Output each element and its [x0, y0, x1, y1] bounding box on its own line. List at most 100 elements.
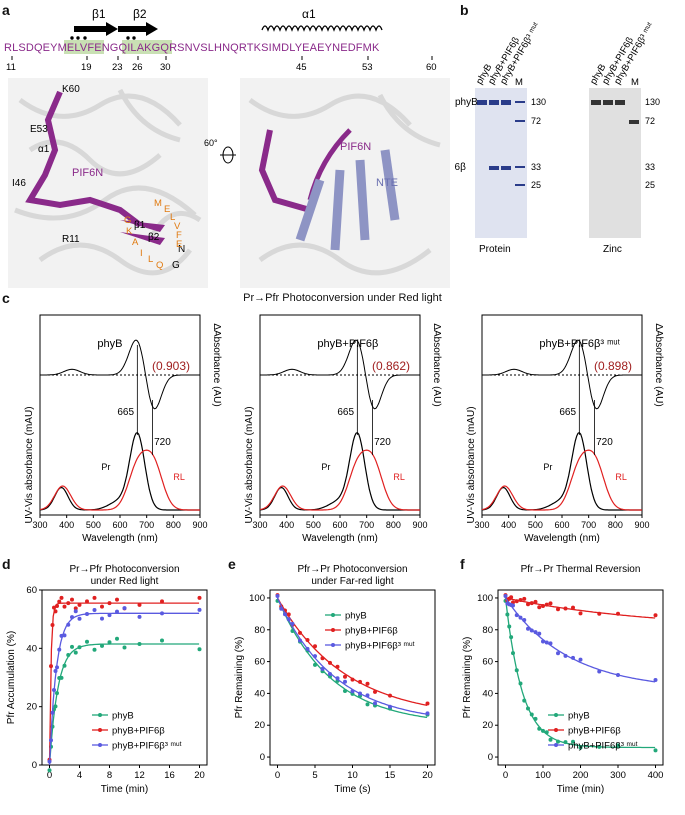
residue: Q	[156, 260, 163, 271]
mw: 33	[531, 162, 541, 172]
fit-line	[504, 597, 656, 683]
panel-letter-a: a	[2, 2, 10, 18]
data-point	[328, 672, 332, 677]
data-point	[541, 639, 545, 644]
data-point	[518, 681, 523, 686]
data-point	[77, 602, 82, 607]
x-tick-label: 20	[194, 770, 205, 781]
peak-label-720: 720	[154, 437, 171, 448]
y-tick-label: 80	[254, 625, 265, 636]
data-point	[335, 676, 340, 681]
x-tick-label: 100	[535, 770, 551, 781]
mw: 25	[531, 180, 541, 190]
data-point	[578, 611, 583, 616]
data-point	[73, 650, 78, 655]
data-point	[526, 602, 530, 607]
data-point	[160, 599, 164, 604]
difference-spectrum	[482, 339, 642, 410]
data-point	[388, 693, 392, 698]
dot	[132, 36, 136, 40]
spectrum-subpanel: 300 400 500 600 700 800 900 Wavelength (nm) UV-V…	[24, 314, 222, 544]
x-tick-label: 600	[332, 520, 347, 530]
label-beta1: β1	[134, 220, 146, 231]
data-point	[533, 716, 538, 721]
label-e53: E53	[30, 124, 48, 135]
data-point	[343, 674, 347, 679]
beta1-label: β1	[92, 7, 106, 21]
data-point	[653, 613, 658, 618]
data-point	[616, 743, 620, 748]
label-nte: NTE	[376, 177, 398, 189]
y-tick-label: 20	[482, 720, 493, 731]
data-point	[537, 726, 542, 731]
x-tick-label: 0	[275, 770, 280, 781]
seq-num: 11	[6, 62, 16, 73]
x-tick-label: 700	[581, 520, 596, 530]
lane-label: M	[631, 77, 639, 88]
dot	[126, 36, 130, 40]
panel-a: β1 β2 α1 RLSDQEYMELVFENGQILAKGQRSNVSLHNQ…	[4, 7, 450, 288]
data-point	[115, 609, 119, 614]
x-tick-label: 300	[474, 520, 489, 530]
beta2-arrow	[118, 22, 158, 36]
x-tick-label: 800	[608, 520, 623, 530]
x-tick-label: 10	[347, 770, 358, 781]
x-tick-label: 12	[134, 770, 145, 781]
protein-gel	[475, 88, 527, 238]
data-point	[511, 651, 515, 656]
subpanel-title: phyB	[97, 338, 122, 350]
seq-num: 26	[132, 62, 143, 73]
nte-helices	[295, 149, 400, 251]
data-point	[503, 594, 508, 599]
data-point	[122, 606, 127, 611]
residue: V	[174, 221, 181, 232]
data-point	[616, 611, 620, 616]
sequence: RLSDQEYMELVFENGQILAKGQRSNVSLHNQRTKSIMDLY…	[4, 42, 380, 54]
panel-letter-e: e	[228, 556, 236, 572]
mw-markers-zinc: 130 72 33 25	[645, 97, 660, 190]
x-tick-label: 0	[47, 770, 52, 781]
alpha1-coil	[261, 25, 383, 32]
residue: E	[176, 239, 182, 250]
caption-zinc: Zinc	[603, 244, 622, 255]
x-tick-label: 400	[501, 520, 516, 530]
data-point	[298, 638, 302, 643]
pif6n-backbone	[25, 90, 142, 228]
data-point	[533, 630, 538, 635]
data-point	[47, 759, 52, 764]
x-tick-label: 300	[32, 520, 47, 530]
data-point	[373, 701, 377, 706]
dot	[76, 36, 80, 40]
x-tick-label: 5	[312, 770, 317, 781]
data-point	[653, 677, 658, 682]
beta2-highlight	[122, 40, 172, 54]
x-axis-label: Wavelength (nm)	[302, 533, 378, 544]
beta2-label: β2	[133, 7, 147, 21]
x-tick-label: 16	[164, 770, 175, 781]
legend-label: phyB	[568, 711, 590, 722]
zinc-lane-labels: phyB phyB+PIF6β phyB+PIF6β³ ᵐᵘᵗ M	[588, 21, 656, 88]
data-point	[92, 608, 97, 613]
data-point	[70, 644, 74, 649]
data-point	[518, 598, 523, 603]
data-point	[365, 681, 370, 686]
data-point	[556, 651, 560, 656]
fit-line	[48, 612, 200, 766]
seq-num: 60	[426, 62, 437, 73]
data-point	[107, 640, 112, 645]
legend-marker	[331, 628, 335, 632]
x-axis-label: Time (s)	[334, 784, 370, 795]
pr-spectrum	[481, 431, 642, 511]
legend-marker	[331, 613, 335, 617]
x-axis-label: Wavelength (nm)	[82, 533, 158, 544]
data-point	[283, 612, 287, 617]
spectrum-subpanel: 300 400 500 600 700 800 900 Wavelength (nm) UV-V…	[244, 314, 442, 544]
data-point	[197, 607, 202, 612]
legend-marker	[98, 743, 102, 747]
x-tick-label: 400	[648, 770, 664, 781]
data-point	[563, 740, 568, 745]
panel-letter-c: c	[2, 290, 10, 306]
seq-numbers: 11 19 23 26 30 45 53 60	[6, 56, 437, 73]
data-point	[55, 603, 59, 608]
x-tick-label: 8	[107, 770, 112, 781]
